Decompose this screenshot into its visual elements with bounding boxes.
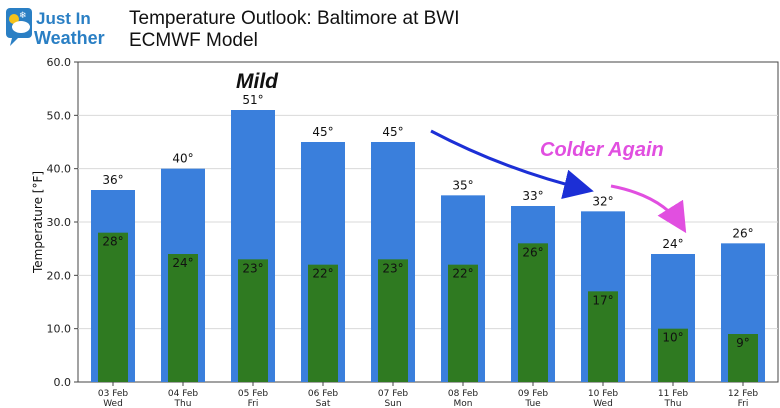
colder-again-annotation: Colder Again [540, 139, 664, 161]
x-tick-date: 10 Feb [588, 389, 619, 399]
y-tick-label: 20.0 [47, 269, 72, 282]
high-temp-label: 45° [312, 125, 333, 139]
just-in-weather-logo: ❄ Just In Weather [6, 8, 105, 48]
y-tick-label: 10.0 [47, 323, 72, 336]
x-tick-weekday: Fri [248, 399, 259, 408]
low-temp-bar [518, 243, 548, 382]
x-tick-weekday: Sat [316, 399, 331, 408]
x-tick-date: 03 Feb [98, 389, 129, 399]
high-temp-label: 36° [102, 173, 123, 187]
x-tick-weekday: Fri [738, 399, 749, 408]
high-temp-label: 24° [662, 237, 683, 251]
low-temp-bar [588, 291, 618, 382]
high-temp-label: 45° [382, 125, 403, 139]
low-temp-label: 23° [382, 261, 403, 275]
magenta-trend-arrow [610, 184, 687, 234]
chart-title: Temperature Outlook: Baltimore at BWI [129, 8, 460, 29]
low-temp-bar [378, 259, 408, 382]
low-temp-bar [448, 264, 478, 382]
x-tick-date: 07 Feb [378, 389, 409, 399]
low-temp-bar [168, 254, 198, 382]
low-temp-label: 24° [172, 256, 193, 270]
x-tick-weekday: Sun [384, 399, 401, 408]
high-temp-label: 32° [592, 194, 613, 208]
x-tick-date: 11 Feb [658, 389, 689, 399]
high-temp-label: 35° [452, 178, 473, 192]
low-temp-label: 9° [736, 336, 750, 350]
mild-annotation: Mild [236, 70, 279, 93]
blue-trend-arrow [430, 129, 594, 199]
y-tick-label: 60.0 [47, 56, 72, 69]
svg-text:❄: ❄ [19, 11, 27, 21]
low-temp-bar [98, 232, 128, 382]
low-temp-label: 28° [102, 235, 123, 249]
logo-line-1: Just In [36, 9, 91, 28]
high-temp-label: 51° [242, 93, 263, 107]
x-tick-date: 06 Feb [308, 389, 339, 399]
x-tick-date: 04 Feb [168, 389, 199, 399]
x-tick-weekday: Thu [664, 399, 682, 408]
high-temp-label: 40° [172, 152, 193, 166]
bars: 36° 28° 40° 24° 51° 23° 45° 22° 45° 23° 35° 22° 33° 2… [91, 93, 765, 382]
chart-subtitle: ECMWF Model [129, 30, 258, 51]
y-axis-ticks: 0.0 10.0 20.0 30.0 40.0 50.0 60.0 [47, 56, 78, 389]
logo-line-2: Weather [34, 28, 105, 48]
low-temp-label: 22° [452, 267, 473, 281]
low-temp-label: 23° [242, 261, 263, 275]
x-tick-date: 08 Feb [448, 389, 479, 399]
low-temp-label: 22° [312, 267, 333, 281]
y-tick-label: 0.0 [54, 376, 72, 389]
low-temp-label: 17° [592, 293, 613, 307]
y-axis-label: Temperature [°F] [31, 171, 45, 274]
high-temp-label: 26° [732, 226, 753, 240]
x-tick-weekday: Wed [593, 399, 613, 408]
low-temp-bar [238, 259, 268, 382]
y-tick-label: 30.0 [47, 216, 72, 229]
snow-sun-cloud-icon: ❄ [6, 8, 32, 46]
low-temp-bar [308, 264, 338, 382]
x-tick-weekday: Thu [174, 399, 192, 408]
high-temp-label: 33° [522, 189, 543, 203]
low-temp-label: 26° [522, 245, 543, 259]
x-tick-date: 05 Feb [238, 389, 269, 399]
low-temp-bar [658, 328, 688, 382]
x-tick-weekday: Tue [524, 399, 541, 408]
y-tick-label: 50.0 [47, 109, 72, 122]
y-tick-label: 40.0 [47, 163, 72, 176]
x-tick-weekday: Wed [103, 399, 123, 408]
x-tick-date: 12 Feb [728, 389, 759, 399]
x-tick-date: 09 Feb [518, 389, 549, 399]
low-temp-bar [728, 334, 758, 382]
low-temp-label: 10° [662, 331, 683, 345]
x-tick-weekday: Mon [454, 399, 473, 408]
